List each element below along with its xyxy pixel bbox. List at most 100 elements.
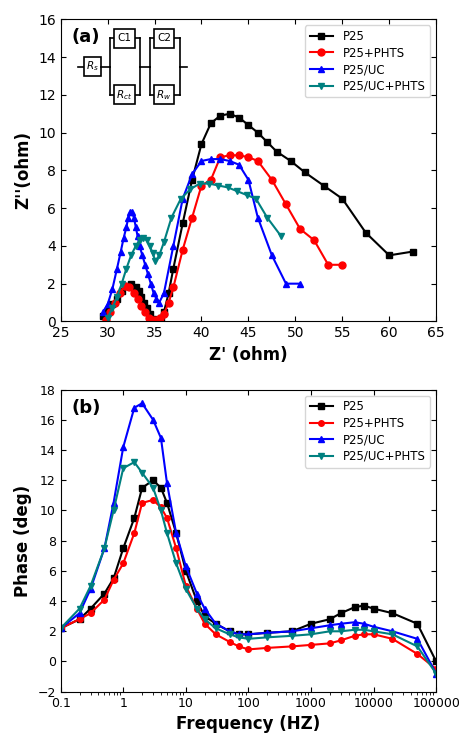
P25/UC+PHTS xyxy=(158,506,164,515)
P25 xyxy=(274,147,280,156)
P25+PHTS xyxy=(327,639,333,648)
P25/UC xyxy=(109,285,115,294)
P25+PHTS xyxy=(264,643,270,652)
P25 xyxy=(131,513,137,522)
P25+PHTS xyxy=(227,637,232,646)
P25/UC xyxy=(246,176,251,185)
P25/UC xyxy=(158,433,164,442)
P25 xyxy=(161,308,167,317)
P25+PHTS xyxy=(120,559,126,568)
P25+PHTS xyxy=(135,294,140,303)
Text: $R_s$: $R_s$ xyxy=(86,60,99,73)
P25+PHTS xyxy=(108,308,113,317)
P25/UC xyxy=(129,208,135,217)
P25 xyxy=(155,315,161,324)
P25 xyxy=(166,288,172,297)
P25/UC xyxy=(264,628,270,637)
P25 xyxy=(371,604,376,613)
Bar xyxy=(114,29,135,48)
P25+PHTS xyxy=(194,604,200,613)
P25+PHTS xyxy=(390,634,395,643)
P25/UC+PHTS xyxy=(150,249,155,258)
P25 xyxy=(410,247,416,256)
P25/UC+PHTS xyxy=(213,624,219,633)
P25/UC+PHTS xyxy=(178,194,184,203)
P25 xyxy=(208,119,214,128)
P25+PHTS xyxy=(297,224,303,233)
P25/UC+PHTS xyxy=(128,251,134,260)
P25/UC+PHTS xyxy=(137,236,142,245)
P25/UC+PHTS xyxy=(206,179,212,188)
P25+PHTS xyxy=(227,151,232,160)
P25/UC+PHTS xyxy=(114,292,120,301)
P25+PHTS xyxy=(289,642,295,651)
P25+PHTS xyxy=(58,624,64,633)
P25/UC xyxy=(180,194,185,203)
P25+PHTS xyxy=(236,151,242,160)
P25+PHTS xyxy=(150,316,155,325)
P25+PHTS xyxy=(127,283,132,292)
P25/UC xyxy=(297,279,303,288)
P25 xyxy=(58,624,64,633)
P25+PHTS xyxy=(180,245,185,254)
P25/UC+PHTS xyxy=(153,256,158,265)
P25/UC+PHTS xyxy=(140,234,146,243)
P25/UC xyxy=(164,479,170,488)
P25+PHTS xyxy=(77,615,82,624)
P25 xyxy=(109,300,115,309)
P25+PHTS xyxy=(361,630,367,639)
P25 xyxy=(289,627,295,636)
P25+PHTS xyxy=(138,302,144,311)
P25+PHTS xyxy=(111,575,117,584)
P25+PHTS xyxy=(414,649,420,658)
P25/UC+PHTS xyxy=(216,181,221,190)
P25/UC xyxy=(58,624,64,633)
Line: P25: P25 xyxy=(58,477,439,664)
P25+PHTS xyxy=(131,529,137,538)
Y-axis label: Phase (deg): Phase (deg) xyxy=(14,485,32,597)
P25 xyxy=(246,120,251,129)
P25 xyxy=(105,306,110,314)
P25+PHTS xyxy=(246,645,251,654)
X-axis label: Frequency (HZ): Frequency (HZ) xyxy=(176,715,320,733)
P25/UC xyxy=(236,161,242,170)
P25/UC xyxy=(283,279,289,288)
P25/UC+PHTS xyxy=(173,559,179,568)
P25/UC+PHTS xyxy=(150,483,156,492)
P25/UC xyxy=(213,619,219,628)
Text: (b): (b) xyxy=(72,399,101,417)
P25 xyxy=(352,603,357,612)
P25/UC+PHTS xyxy=(124,264,129,273)
P25 xyxy=(133,283,138,292)
P25+PHTS xyxy=(171,283,176,292)
P25/UC xyxy=(390,627,395,636)
Legend: P25, P25+PHTS, P25/UC, P25/UC+PHTS: P25, P25+PHTS, P25/UC, P25/UC+PHTS xyxy=(305,396,430,468)
P25/UC+PHTS xyxy=(327,627,333,636)
P25 xyxy=(101,589,107,598)
P25 xyxy=(144,304,150,313)
P25/UC xyxy=(414,634,420,643)
P25+PHTS xyxy=(338,636,344,645)
P25 xyxy=(264,137,270,146)
P25 xyxy=(164,498,170,507)
P25+PHTS xyxy=(142,308,148,317)
P25/UC+PHTS xyxy=(187,185,193,193)
P25/UC+PHTS xyxy=(371,627,376,636)
P25 xyxy=(150,314,155,323)
P25 xyxy=(302,168,308,177)
P25/UC xyxy=(150,415,156,424)
P25+PHTS xyxy=(154,315,159,324)
P25/UC xyxy=(118,247,124,256)
P25+PHTS xyxy=(122,281,128,290)
P25/UC xyxy=(171,241,176,250)
P25/UC+PHTS xyxy=(77,604,82,613)
P25/UC xyxy=(161,288,167,297)
P25 xyxy=(386,251,392,260)
P25/UC+PHTS xyxy=(234,187,240,196)
Line: P25+PHTS: P25+PHTS xyxy=(58,498,439,672)
P25/UC xyxy=(338,619,344,628)
P25/UC xyxy=(114,264,120,273)
P25/UC xyxy=(433,669,439,678)
P25/UC xyxy=(145,270,151,279)
P25 xyxy=(414,619,420,628)
